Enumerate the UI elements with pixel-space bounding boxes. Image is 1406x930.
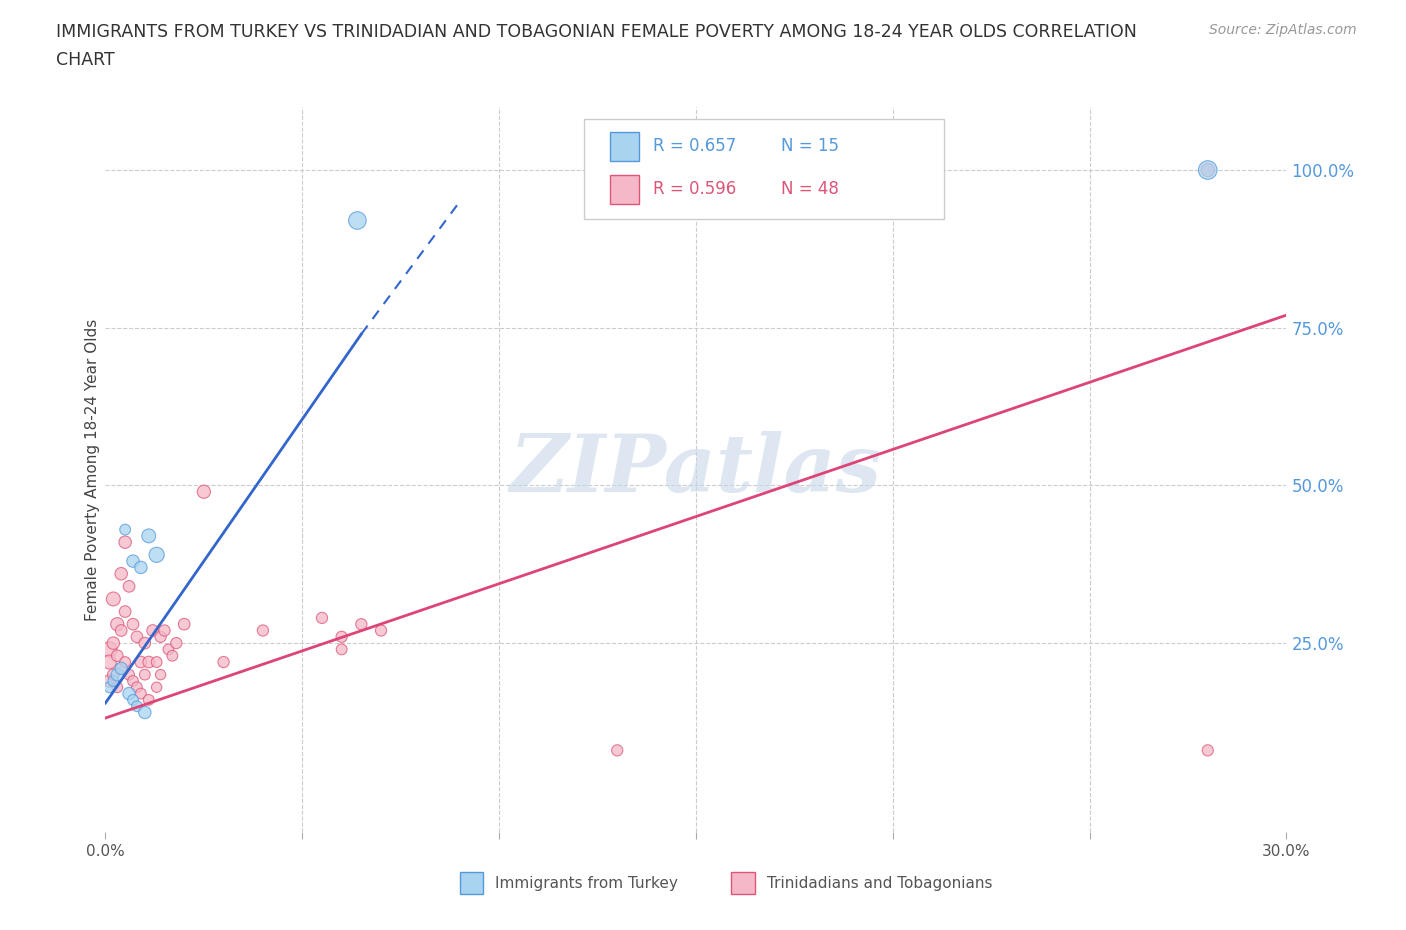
Point xyxy=(311,610,333,625)
Point xyxy=(145,680,167,695)
Point xyxy=(153,623,176,638)
Point xyxy=(1197,743,1219,758)
Point xyxy=(125,630,148,644)
FancyBboxPatch shape xyxy=(731,872,755,894)
Point xyxy=(110,661,132,676)
Point xyxy=(193,485,215,499)
Point xyxy=(162,648,184,663)
Text: Source: ZipAtlas.com: Source: ZipAtlas.com xyxy=(1209,23,1357,37)
Point xyxy=(103,591,125,606)
Point xyxy=(98,680,121,695)
Point xyxy=(149,630,172,644)
Point xyxy=(105,617,128,631)
Point xyxy=(165,636,187,651)
Point xyxy=(114,522,136,537)
Point xyxy=(114,604,136,619)
Point xyxy=(142,623,165,638)
Point xyxy=(122,617,145,631)
Point xyxy=(330,642,353,657)
Text: CHART: CHART xyxy=(56,51,115,69)
Text: N = 48: N = 48 xyxy=(780,180,839,198)
Point xyxy=(114,655,136,670)
Point xyxy=(110,623,132,638)
Point xyxy=(98,673,121,688)
Point xyxy=(134,636,156,651)
Point xyxy=(370,623,392,638)
Point xyxy=(346,213,368,228)
Text: R = 0.657: R = 0.657 xyxy=(654,138,737,155)
Point xyxy=(98,642,121,657)
Point xyxy=(105,667,128,682)
FancyBboxPatch shape xyxy=(583,119,943,219)
Point xyxy=(330,630,353,644)
Point xyxy=(252,623,274,638)
Point xyxy=(212,655,235,670)
Text: R = 0.596: R = 0.596 xyxy=(654,180,737,198)
Point xyxy=(105,648,128,663)
Text: Trinidadians and Tobagonians: Trinidadians and Tobagonians xyxy=(766,876,993,891)
Point xyxy=(157,642,180,657)
Point xyxy=(98,655,121,670)
Y-axis label: Female Poverty Among 18-24 Year Olds: Female Poverty Among 18-24 Year Olds xyxy=(84,319,100,621)
FancyBboxPatch shape xyxy=(460,872,484,894)
Point xyxy=(606,743,628,758)
Point xyxy=(1197,163,1219,178)
Point xyxy=(134,667,156,682)
Point xyxy=(118,686,141,701)
Point xyxy=(125,698,148,713)
Point xyxy=(114,535,136,550)
Point xyxy=(138,655,160,670)
Point xyxy=(122,693,145,708)
Point xyxy=(103,667,125,682)
Text: ZIPatlas: ZIPatlas xyxy=(510,431,882,509)
Point xyxy=(122,673,145,688)
Point xyxy=(110,661,132,676)
Point xyxy=(129,560,152,575)
Point xyxy=(138,693,160,708)
Point xyxy=(149,667,172,682)
Point xyxy=(122,553,145,568)
Point xyxy=(118,578,141,593)
Point xyxy=(138,528,160,543)
Point xyxy=(103,636,125,651)
Point xyxy=(145,548,167,563)
FancyBboxPatch shape xyxy=(610,132,640,161)
Point xyxy=(173,617,195,631)
Point xyxy=(125,680,148,695)
Point xyxy=(105,680,128,695)
Point xyxy=(145,655,167,670)
Point xyxy=(118,667,141,682)
Point xyxy=(110,566,132,581)
Point xyxy=(134,705,156,720)
Point xyxy=(1197,163,1219,178)
Point xyxy=(129,686,152,701)
Text: Immigrants from Turkey: Immigrants from Turkey xyxy=(495,876,678,891)
FancyBboxPatch shape xyxy=(610,175,640,204)
Point xyxy=(103,673,125,688)
Text: N = 15: N = 15 xyxy=(780,138,839,155)
Text: IMMIGRANTS FROM TURKEY VS TRINIDADIAN AND TOBAGONIAN FEMALE POVERTY AMONG 18-24 : IMMIGRANTS FROM TURKEY VS TRINIDADIAN AN… xyxy=(56,23,1137,41)
Point xyxy=(129,655,152,670)
Point xyxy=(350,617,373,631)
